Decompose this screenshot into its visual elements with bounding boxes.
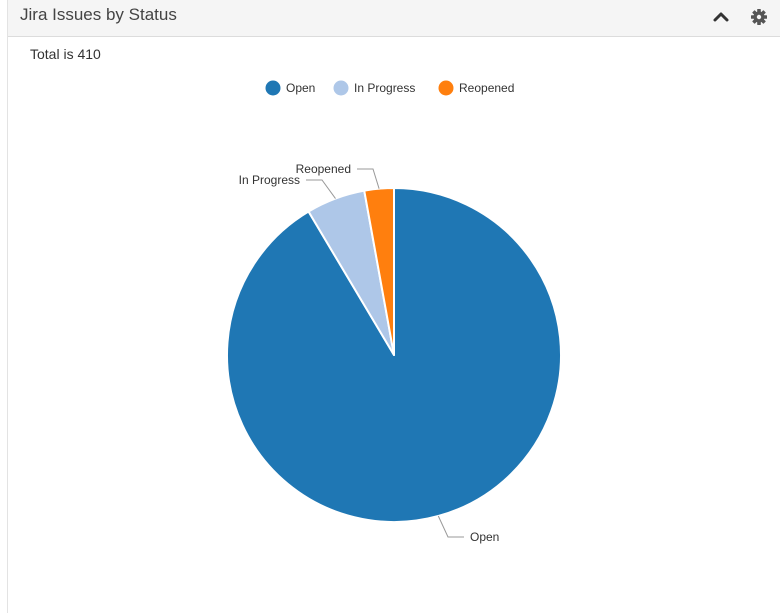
- legend-label-open: Open: [286, 81, 315, 95]
- data-label-group-reopened: Reopened: [296, 162, 380, 189]
- data-label-reopened: Reopened: [296, 162, 351, 176]
- chart-legend: Open In Progress Reopened: [265, 80, 515, 96]
- total-count: Total is 410: [30, 46, 101, 62]
- data-label-open: Open: [470, 530, 499, 544]
- chevron-up-icon: [713, 12, 729, 22]
- pie-slices: [226, 187, 562, 523]
- legend-marker-reopened: [438, 80, 454, 96]
- legend-item-in-progress[interactable]: In Progress: [333, 80, 416, 96]
- collapse-button[interactable]: [710, 6, 732, 28]
- leader-line-open: [437, 515, 464, 538]
- leader-line-in-progress: [306, 179, 336, 199]
- legend-marker-in-progress: [333, 80, 349, 96]
- gear-icon: [751, 9, 767, 25]
- settings-button[interactable]: [748, 6, 770, 28]
- data-label-group-open: Open: [437, 515, 499, 544]
- legend-item-open[interactable]: Open: [265, 80, 316, 96]
- data-label-in-progress: In Progress: [239, 173, 300, 187]
- widget-left-border: [7, 0, 8, 613]
- data-label-group-in-progress: In Progress: [239, 173, 336, 199]
- legend-label-reopened: Reopened: [459, 81, 514, 95]
- widget-header: Jira Issues by Status: [8, 0, 780, 37]
- legend-marker-open: [265, 80, 281, 96]
- legend-label-in-progress: In Progress: [354, 81, 415, 95]
- legend-item-reopened[interactable]: Reopened: [438, 80, 515, 96]
- leader-line-reopened: [357, 168, 380, 189]
- widget-title: Jira Issues by Status: [20, 5, 177, 24]
